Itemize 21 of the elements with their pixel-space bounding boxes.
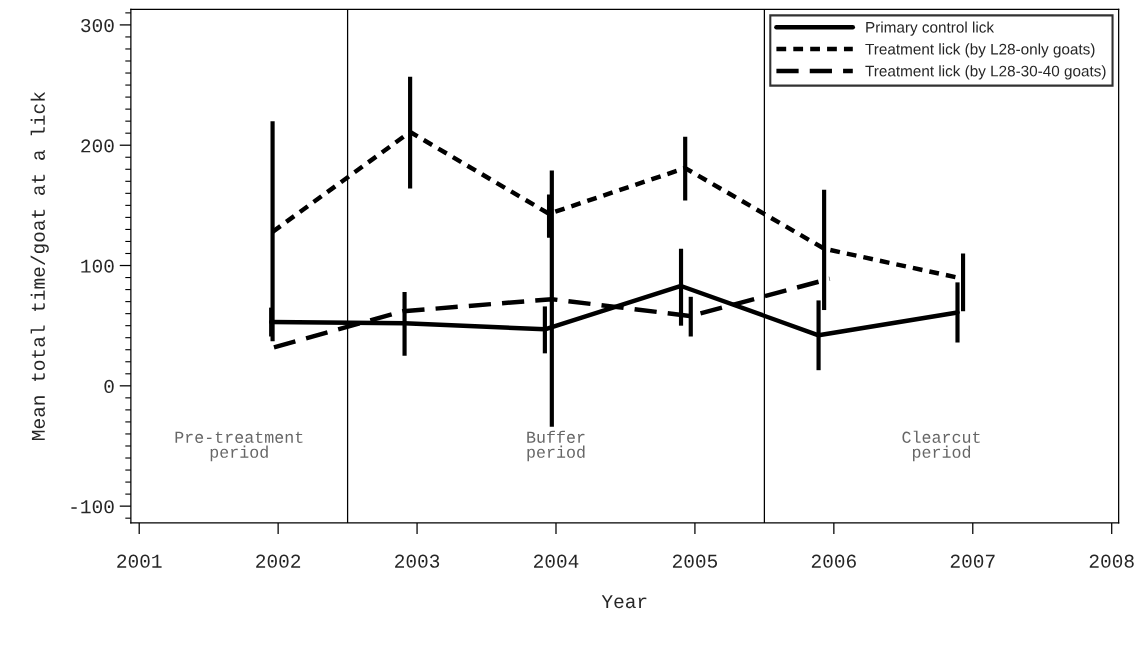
x-tick-label: 2002 bbox=[256, 554, 301, 568]
y-tick-label: 0 bbox=[104, 379, 114, 394]
y-axis-title: Mean total time/goat at a lick bbox=[30, 92, 49, 440]
x-tick-label: 2003 bbox=[395, 554, 440, 568]
x-tick-label: 2008 bbox=[1089, 554, 1134, 568]
legend-label: Treatment lick (by L28-only goats) bbox=[865, 43, 1095, 58]
x-tick-label: 2007 bbox=[950, 554, 995, 568]
x-tick-label: 2001 bbox=[117, 554, 162, 568]
x-tick-label: 2005 bbox=[672, 554, 718, 568]
y-tick-label: 100 bbox=[81, 259, 114, 273]
x-tick-label: 2004 bbox=[534, 554, 579, 568]
y-tick-label: 300 bbox=[81, 18, 114, 33]
annotation: Pre-treatment period bbox=[175, 431, 303, 462]
legend-label: Primary control lick bbox=[866, 21, 995, 36]
x-axis-title: Year bbox=[601, 595, 647, 609]
y-tick-label: 200 bbox=[81, 139, 114, 153]
x-tick-label: 2006 bbox=[811, 554, 856, 568]
annotation: Buffer period bbox=[527, 430, 585, 462]
annotation: Clearcut period bbox=[902, 430, 980, 462]
y-tick-label: -100 bbox=[71, 500, 114, 514]
legend-label: Treatment lick (by L28-30-40 goats) bbox=[865, 65, 1106, 80]
